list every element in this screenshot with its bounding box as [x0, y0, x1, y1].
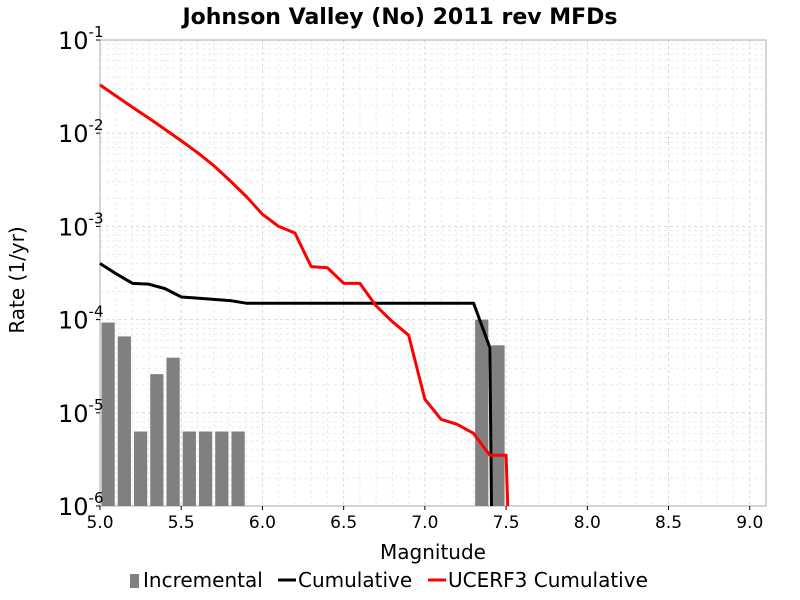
y-axis-label: Rate (1/yr): [5, 226, 29, 333]
plot-area: [99, 39, 767, 507]
incremental-bar: [491, 345, 505, 506]
x-tick-label: 6.5: [330, 513, 357, 533]
y-tick-label: 10-2: [58, 116, 104, 148]
legend-swatch-incremental: [130, 574, 139, 588]
x-axis-label: Magnitude: [380, 540, 486, 564]
incremental-bar: [231, 431, 245, 506]
ucerf3-cumulative-line: [99, 83, 510, 507]
incremental-bar: [166, 357, 180, 506]
incremental-bar: [198, 431, 213, 506]
x-tick-label: 9.0: [736, 513, 763, 533]
legend-label-cumulative: Cumulative: [298, 568, 412, 592]
x-axis-ticks: 5.0 5.5 6.0 6.5 7.0 7.5 8.0 8.5 9.0: [86, 506, 763, 533]
incremental-bar: [475, 319, 489, 506]
incremental-bar: [133, 431, 148, 506]
chart-title: Johnson Valley (No) 2011 rev MFDs: [180, 5, 617, 30]
incremental-bar: [182, 431, 196, 506]
incremental-bar: [101, 322, 115, 506]
y-tick-label: 10-5: [58, 396, 104, 428]
legend: Incremental Cumulative UCERF3 Cumulative: [130, 568, 648, 592]
x-tick-label: 5.5: [168, 513, 195, 533]
legend-label-incremental: Incremental: [143, 568, 263, 592]
incremental-bar: [215, 431, 229, 506]
cumulative-line: [99, 262, 493, 507]
x-tick-label: 7.5: [493, 513, 520, 533]
y-axis-ticks: 10-6 10-5 10-4 10-3 10-2 10-1: [58, 23, 104, 521]
y-tick-label: 10-3: [58, 209, 104, 241]
legend-label-ucerf3-cumulative: UCERF3 Cumulative: [448, 568, 648, 592]
x-tick-label: 8.0: [574, 513, 601, 533]
x-tick-label: 7.0: [411, 513, 438, 533]
incremental-bars: [101, 319, 505, 506]
y-tick-label: 10-4: [58, 303, 104, 335]
y-tick-label: 10-6: [58, 489, 104, 521]
series-lines: [99, 83, 510, 507]
x-tick-label: 5.0: [86, 513, 113, 533]
x-tick-label: 8.5: [655, 513, 682, 533]
x-tick-label: 6.0: [249, 513, 276, 533]
incremental-bar: [117, 336, 131, 506]
y-tick-label: 10-1: [58, 23, 104, 55]
incremental-bar: [150, 374, 164, 506]
